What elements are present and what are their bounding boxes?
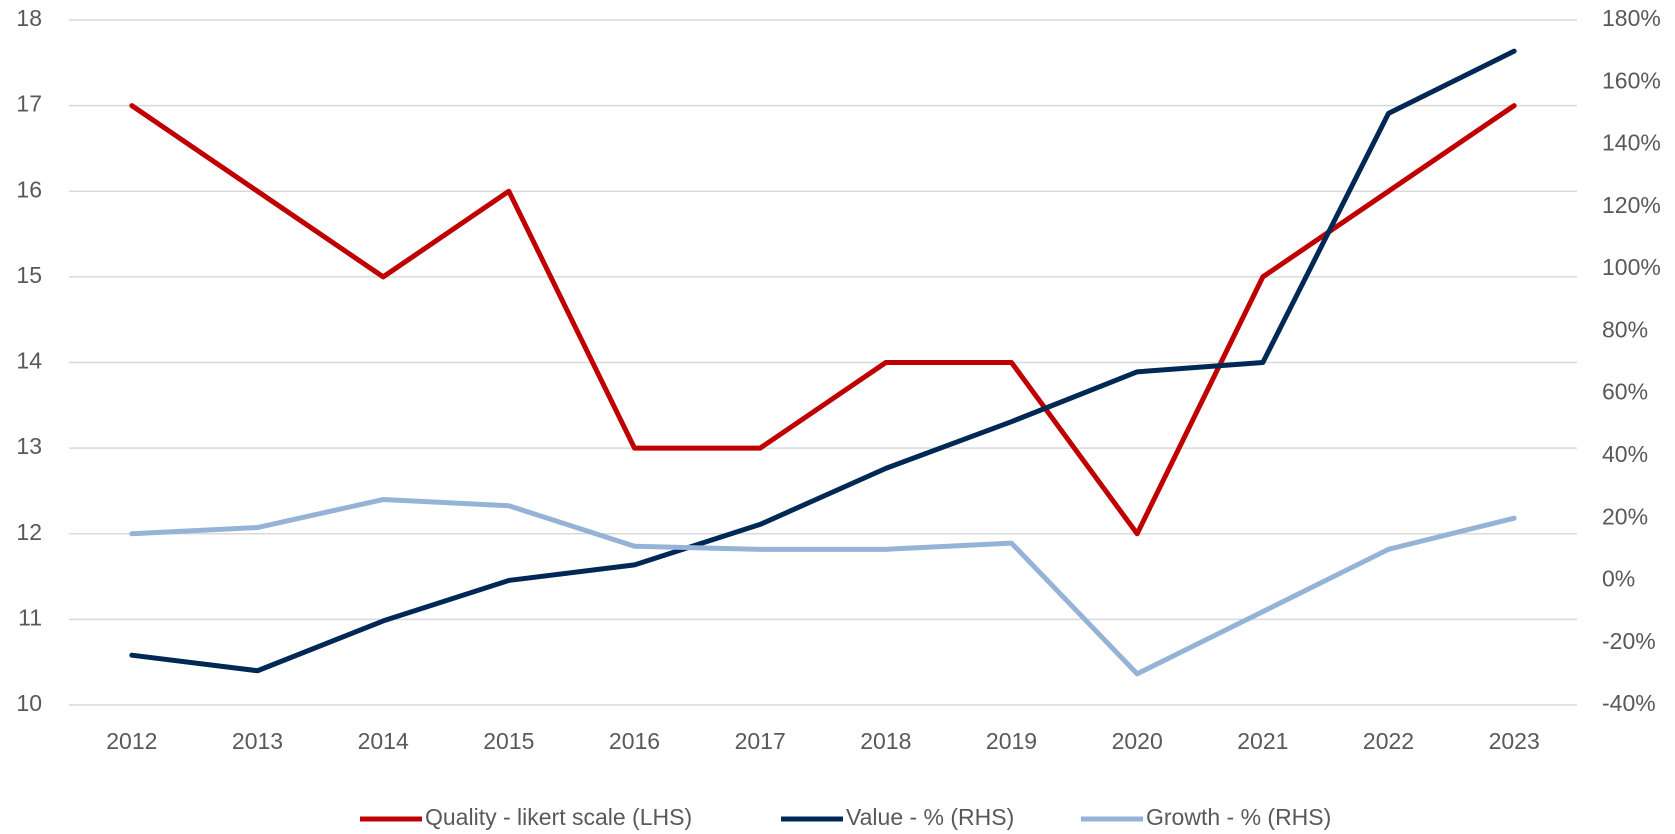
x-tick-label: 2023 bbox=[1489, 728, 1540, 754]
series-line bbox=[129, 103, 1517, 537]
y-tick-label: 15 bbox=[16, 262, 42, 288]
x-tick-label: 2015 bbox=[483, 728, 534, 754]
y2-tick-label: 40% bbox=[1602, 441, 1648, 467]
x-tick-label: 2019 bbox=[986, 728, 1037, 754]
y2-tick-label: -20% bbox=[1602, 628, 1656, 654]
y2-tick-label: 180% bbox=[1602, 5, 1661, 31]
x-tick-label: 2016 bbox=[609, 728, 660, 754]
y2-tick-label: 80% bbox=[1602, 316, 1648, 342]
y-tick-label: 10 bbox=[16, 690, 42, 716]
legend-label: Value - % (RHS) bbox=[846, 804, 1014, 830]
x-tick-label: 2022 bbox=[1363, 728, 1414, 754]
x-tick-label: 2013 bbox=[232, 728, 283, 754]
y2-tick-label: 20% bbox=[1602, 503, 1648, 529]
series-line bbox=[129, 48, 1517, 674]
x-tick-label: 2021 bbox=[1237, 728, 1288, 754]
x-tick-label: 2014 bbox=[358, 728, 409, 754]
y2-tick-label: 160% bbox=[1602, 67, 1661, 93]
series-line bbox=[129, 497, 1517, 677]
x-tick-label: 2012 bbox=[106, 728, 157, 754]
y-tick-label: 14 bbox=[16, 348, 42, 374]
y2-tick-label: 140% bbox=[1602, 130, 1661, 156]
legend-label: Growth - % (RHS) bbox=[1146, 804, 1331, 830]
y-tick-label: 13 bbox=[16, 433, 42, 459]
legend-label: Quality - likert scale (LHS) bbox=[425, 804, 692, 830]
y-tick-label: 12 bbox=[16, 519, 42, 545]
y2-tick-label: 100% bbox=[1602, 254, 1661, 280]
x-tick-label: 2018 bbox=[860, 728, 911, 754]
y-tick-label: 17 bbox=[16, 91, 42, 117]
y2-tick-label: 120% bbox=[1602, 192, 1661, 218]
y2-tick-label: -40% bbox=[1602, 690, 1656, 716]
x-tick-label: 2017 bbox=[735, 728, 786, 754]
x-tick-label: 2020 bbox=[1112, 728, 1163, 754]
y2-tick-label: 60% bbox=[1602, 379, 1648, 405]
y2-tick-label: 0% bbox=[1602, 566, 1635, 592]
y-tick-label: 11 bbox=[18, 604, 42, 630]
y-tick-label: 18 bbox=[16, 5, 42, 31]
y-tick-label: 16 bbox=[16, 176, 42, 202]
